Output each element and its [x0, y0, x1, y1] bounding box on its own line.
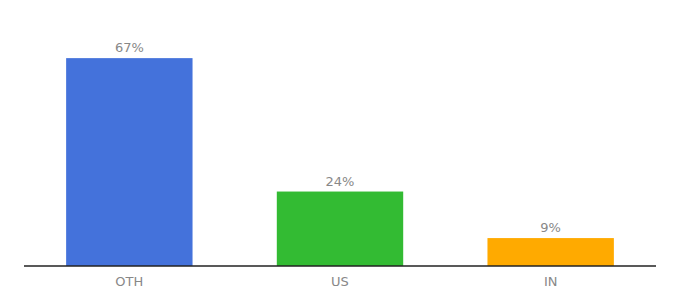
x-axis-line: [24, 265, 656, 267]
bar: [487, 238, 613, 266]
x-tick-label: IN: [544, 274, 558, 289]
bars: [66, 58, 614, 266]
data-label: 9%: [540, 220, 561, 235]
bar: [66, 58, 192, 266]
data-label: 24%: [326, 174, 355, 189]
x-tick-label: US: [331, 274, 349, 289]
chart-svg: 67% 24% 9% OTH US IN: [0, 0, 680, 300]
bar: [277, 192, 403, 266]
labels: 67% 24% 9% OTH US IN: [115, 40, 561, 289]
data-label: 67%: [115, 40, 144, 55]
chart-container: 67% 24% 9% OTH US IN: [0, 0, 680, 300]
x-tick-label: OTH: [115, 274, 143, 289]
